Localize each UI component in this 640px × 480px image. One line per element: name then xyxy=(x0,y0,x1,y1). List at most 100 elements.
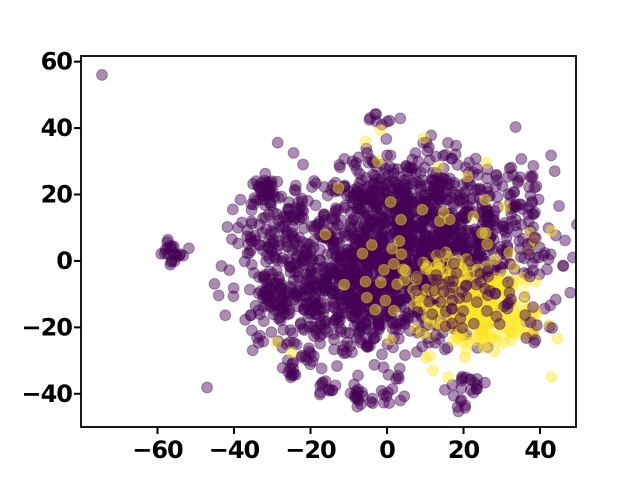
scatter-point xyxy=(505,215,518,228)
scatter-point xyxy=(373,219,386,232)
scatter-point xyxy=(314,319,327,332)
scatter-point xyxy=(472,232,484,244)
scatter-point xyxy=(360,291,373,304)
y-tick-label: −40 xyxy=(21,380,72,408)
scatter-point xyxy=(257,335,270,348)
scatter-point xyxy=(427,287,440,300)
scatter-point xyxy=(418,161,431,174)
scatter-point xyxy=(413,258,426,271)
scatter-point xyxy=(472,248,485,261)
scatter-point xyxy=(431,184,444,197)
scatter-point xyxy=(406,279,419,292)
scatter-point xyxy=(352,257,365,270)
scatter-point xyxy=(360,284,373,297)
scatter-point xyxy=(399,272,412,285)
scatter-point xyxy=(387,257,400,270)
scatter-point xyxy=(345,222,358,235)
scatter-point xyxy=(416,340,429,353)
scatter-point xyxy=(313,229,326,242)
scatter-point xyxy=(429,276,442,288)
scatter-point xyxy=(395,185,408,198)
scatter-point xyxy=(397,275,410,288)
scatter-point xyxy=(328,302,341,315)
scatter-point xyxy=(480,156,493,169)
scatter-point xyxy=(515,153,528,165)
scatter-point xyxy=(270,288,283,301)
scatter-point xyxy=(330,313,342,326)
scatter-point xyxy=(339,199,351,212)
scatter-point xyxy=(482,205,495,218)
scatter-point xyxy=(384,278,397,291)
scatter-point xyxy=(364,220,376,233)
scatter-point xyxy=(407,205,420,218)
y-tick-label: 60 xyxy=(41,48,73,76)
scatter-point xyxy=(345,279,358,292)
scatter-point xyxy=(394,240,407,253)
scatter-point xyxy=(353,282,366,295)
scatter-point xyxy=(395,225,408,238)
scatter-point xyxy=(426,174,439,187)
scatter-point xyxy=(249,299,262,312)
scatter-point xyxy=(388,257,401,269)
scatter-point xyxy=(356,282,369,295)
scatter-point xyxy=(404,236,416,249)
scatter-point xyxy=(429,209,442,222)
scatter-point xyxy=(226,203,239,216)
scatter-point xyxy=(419,209,431,222)
scatter-point xyxy=(354,301,367,314)
scatter-point xyxy=(404,237,417,250)
scatter-point xyxy=(389,254,402,267)
scatter-point xyxy=(403,208,416,221)
scatter-point xyxy=(355,267,368,280)
scatter-point xyxy=(371,155,384,168)
scatter-point xyxy=(406,234,419,247)
scatter-point xyxy=(168,248,181,261)
scatter-point xyxy=(352,248,365,261)
scatter-point xyxy=(384,307,397,320)
scatter-point xyxy=(354,235,367,248)
scatter-point xyxy=(341,267,354,280)
scatter-point xyxy=(399,227,412,240)
scatter-point xyxy=(356,259,369,272)
yellow-points-group xyxy=(270,336,283,349)
scatter-point xyxy=(414,251,427,264)
scatter-point xyxy=(407,195,420,208)
scatter-point xyxy=(426,229,439,242)
scatter-point xyxy=(441,252,454,265)
scatter-point xyxy=(385,280,398,293)
scatter-point xyxy=(472,282,485,295)
scatter-point xyxy=(439,320,452,333)
y-tick-label: 40 xyxy=(41,114,73,142)
scatter-point xyxy=(290,250,303,263)
scatter-point xyxy=(339,289,352,302)
scatter-point xyxy=(448,223,461,236)
scatter-point xyxy=(234,193,247,206)
scatter-point xyxy=(372,321,385,334)
scatter-point xyxy=(418,243,430,256)
scatter-point xyxy=(291,285,304,298)
scatter-point xyxy=(427,297,440,310)
scatter-point xyxy=(362,209,375,222)
scatter-point xyxy=(318,180,331,193)
scatter-point xyxy=(309,177,322,190)
scatter-point xyxy=(365,310,378,323)
scatter-point xyxy=(435,302,448,315)
scatter-point xyxy=(445,191,458,204)
scatter-point xyxy=(427,240,440,253)
scatter-point xyxy=(286,220,299,233)
scatter-point xyxy=(410,284,423,297)
scatter-point xyxy=(453,273,466,286)
scatter-point xyxy=(362,181,374,194)
scatter-point xyxy=(374,251,387,264)
scatter-point xyxy=(323,259,336,272)
scatter-point xyxy=(366,214,379,227)
scatter-point xyxy=(389,282,402,295)
scatter-point xyxy=(454,188,466,201)
scatter-point xyxy=(530,319,543,332)
scatter-point xyxy=(376,348,388,361)
scatter-point xyxy=(391,219,404,232)
scatter-point xyxy=(351,306,363,319)
scatter-point xyxy=(381,149,394,162)
scatter-point xyxy=(352,202,365,215)
scatter-point xyxy=(457,197,470,210)
